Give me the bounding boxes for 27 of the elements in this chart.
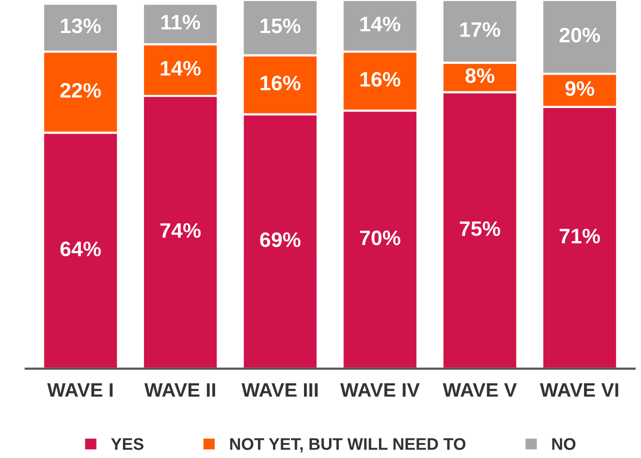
- x-tick-label: WAVE III: [242, 383, 318, 397]
- legend-label: NO: [552, 438, 576, 450]
- data-label: 13%: [61, 18, 101, 34]
- data-label: 15%: [260, 18, 300, 34]
- x-tick-label: WAVE II: [144, 383, 216, 397]
- data-label: 20%: [560, 28, 600, 42]
- x-tick-label: WAVE IV: [340, 383, 420, 397]
- data-label: 22%: [60, 83, 101, 98]
- x-tick-label: WAVE V: [442, 383, 517, 397]
- data-label: 8%: [465, 68, 494, 84]
- data-label: 70%: [360, 230, 400, 246]
- x-tick-label: WAVE I: [47, 383, 113, 397]
- data-label: 16%: [360, 72, 400, 87]
- legend-label: NOT YET, BUT WILL NEED TO: [230, 438, 466, 452]
- data-label: 75%: [460, 221, 500, 236]
- data-label: 64%: [60, 242, 101, 256]
- data-label: 11%: [161, 14, 200, 30]
- data-label: 74%: [160, 223, 201, 238]
- legend-label: YES: [111, 438, 144, 450]
- data-label: 17%: [460, 22, 500, 37]
- data-label: 16%: [260, 76, 300, 90]
- data-label: 14%: [360, 16, 400, 32]
- data-label: 14%: [160, 60, 201, 76]
- data-label: 71%: [560, 228, 600, 244]
- x-tick-label: WAVE VI: [540, 383, 618, 397]
- data-label: 69%: [260, 232, 300, 248]
- data-label: 9%: [565, 81, 594, 96]
